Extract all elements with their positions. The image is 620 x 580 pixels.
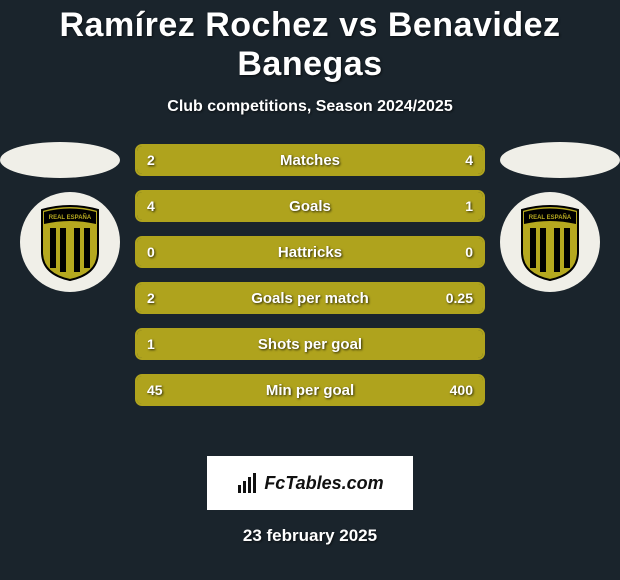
bar-fill-left: [137, 192, 414, 220]
player-badge-left: REAL ESPAÑA: [20, 192, 120, 292]
ellipse-right: [500, 142, 620, 178]
stat-bar-row: Matches24: [135, 144, 485, 176]
bar-fill-right: [137, 238, 483, 266]
stat-bars: Matches24 Goals41 Hattricks00 Goals per mat…: [135, 144, 485, 406]
crest-text: REAL ESPAÑA: [49, 214, 92, 221]
bar-fill-left: [137, 146, 251, 174]
club-badge-right: REAL ESPAÑA: [500, 192, 600, 292]
stat-bar-row: Min per goal45400: [135, 374, 485, 406]
club-crest-icon: REAL ESPAÑA: [38, 202, 102, 282]
club-crest-icon: REAL ESPAÑA: [518, 202, 582, 282]
stat-bar-row: Goals per match20.25: [135, 282, 485, 314]
stat-bar-row: Goals41: [135, 190, 485, 222]
fctables-logo-icon: [236, 471, 260, 495]
crest-text: REAL ESPAÑA: [529, 214, 572, 221]
attribution-text: FcTables.com: [264, 473, 383, 494]
player-badge-right: REAL ESPAÑA: [500, 192, 600, 292]
subtitle: Club competitions, Season 2024/2025: [0, 98, 620, 116]
page-title: Ramírez Rochez vs Benavidez Banegas: [0, 0, 620, 84]
comparison-stage: REAL ESPAÑA REAL ESPAÑA Matches24 Goals41…: [0, 142, 620, 442]
attribution-box: FcTables.com: [207, 456, 413, 510]
ellipse-left: [0, 142, 120, 178]
bar-fill-right: [137, 376, 483, 404]
date-label: 23 february 2025: [0, 526, 620, 546]
bar-fill-right: [137, 284, 483, 312]
stat-bar-row: Shots per goal1: [135, 328, 485, 360]
bar-fill-right: [414, 192, 483, 220]
bar-fill-left: [137, 330, 483, 358]
stat-bar-row: Hattricks00: [135, 236, 485, 268]
bar-fill-right: [251, 146, 483, 174]
club-badge-left: REAL ESPAÑA: [20, 192, 120, 292]
